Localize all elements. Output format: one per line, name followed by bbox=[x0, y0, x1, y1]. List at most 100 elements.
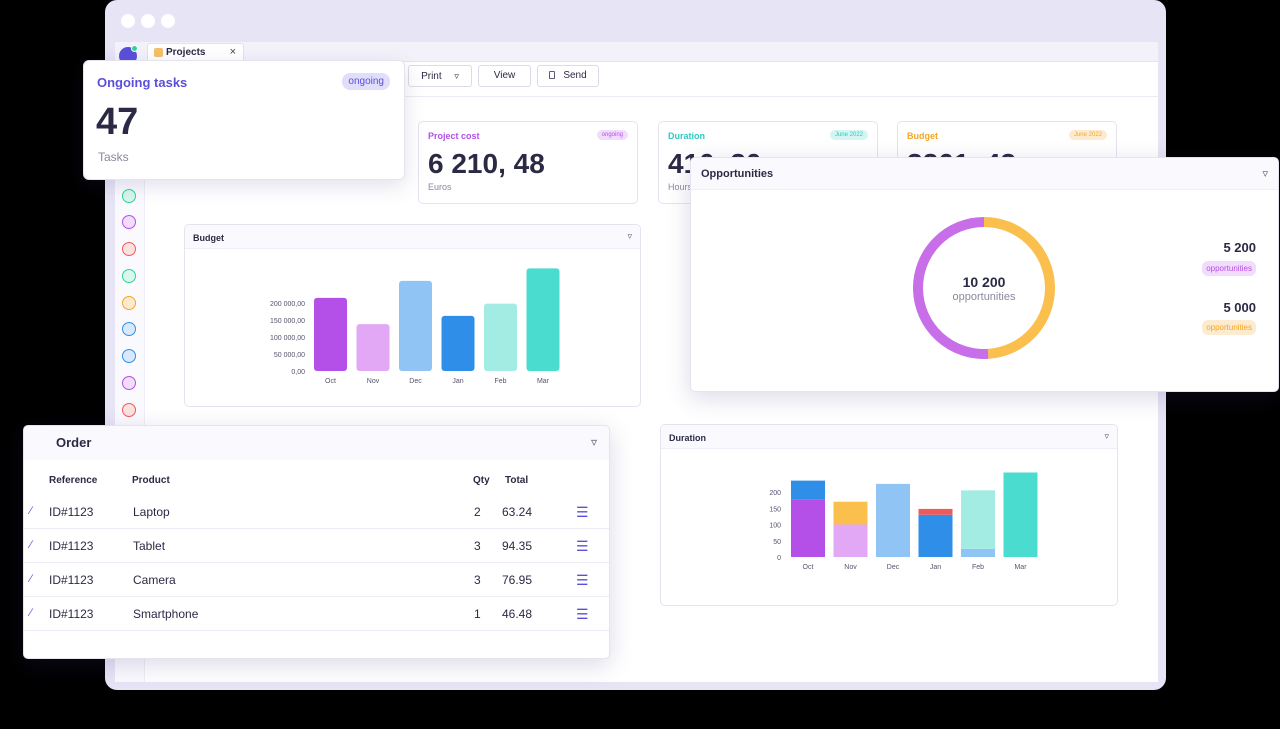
donut-label: opportunities bbox=[952, 291, 1016, 303]
column-header-product[interactable]: Product bbox=[132, 475, 170, 486]
message-icon[interactable] bbox=[122, 349, 136, 363]
window-dot-2[interactable] bbox=[141, 14, 155, 28]
kpi-value: 6 210, 48 bbox=[428, 148, 545, 179]
edit-icon[interactable]: ∕ bbox=[30, 607, 32, 619]
cell-total: 76.95 bbox=[502, 573, 533, 587]
clipboard-icon[interactable] bbox=[122, 322, 136, 336]
toolbar-divider bbox=[145, 96, 1158, 97]
x-tick-label: Nov bbox=[367, 378, 380, 385]
edit-icon[interactable]: ∕ bbox=[30, 505, 32, 517]
y-tick-label: 200 000,00 bbox=[270, 301, 305, 308]
chevron-down-icon[interactable]: ▿ bbox=[590, 435, 597, 449]
bar-segment[interactable] bbox=[833, 501, 868, 525]
view-button[interactable]: View bbox=[478, 65, 531, 87]
bar[interactable] bbox=[441, 315, 475, 371]
date-badge: June 2022 bbox=[829, 130, 868, 140]
tab-projects[interactable]: Projects × bbox=[147, 43, 244, 62]
table-row[interactable]: ∕ ID#1123 Smartphone 1 46.48 ☰ bbox=[24, 597, 609, 631]
tab-strip bbox=[115, 42, 1158, 62]
block-icon[interactable] bbox=[122, 242, 136, 256]
send-button[interactable]: Send bbox=[537, 65, 599, 87]
settings-icon[interactable] bbox=[122, 403, 136, 417]
chevron-down-icon[interactable]: ▿ bbox=[627, 231, 632, 241]
task-unit: Tasks bbox=[98, 150, 129, 164]
menu-icon[interactable]: ☰ bbox=[576, 538, 589, 554]
kpi-label: Project cost bbox=[428, 131, 480, 141]
x-tick-label: Mar bbox=[537, 378, 550, 385]
table-row[interactable]: ∕ ID#1123 Camera 3 76.95 ☰ bbox=[24, 563, 609, 597]
inbox-icon[interactable] bbox=[122, 269, 136, 283]
tab-label: Projects bbox=[166, 47, 206, 58]
panel-title: Order bbox=[56, 435, 92, 450]
bar[interactable] bbox=[484, 303, 517, 371]
opportunities-donut bbox=[913, 217, 1055, 359]
menu-icon[interactable]: ☰ bbox=[576, 606, 589, 622]
print-button[interactable]: Print ▿ bbox=[408, 65, 472, 87]
y-tick-label: 0 bbox=[777, 555, 781, 562]
x-tick-label: Oct bbox=[325, 378, 336, 385]
menu-icon[interactable]: ☰ bbox=[576, 504, 589, 520]
close-icon[interactable]: × bbox=[229, 46, 236, 58]
x-tick-label: Jan bbox=[930, 564, 941, 571]
box-icon[interactable] bbox=[122, 376, 136, 390]
donut-slice[interactable] bbox=[983, 217, 1055, 359]
y-tick-label: 0,00 bbox=[291, 369, 305, 376]
bar-segment[interactable] bbox=[918, 508, 953, 515]
table-row[interactable]: ∕ ID#1123 Tablet 3 94.35 ☰ bbox=[24, 529, 609, 563]
bar-segment[interactable] bbox=[961, 490, 995, 549]
column-header-qty[interactable]: Qty bbox=[473, 475, 490, 486]
edit-icon[interactable]: ∕ bbox=[30, 573, 32, 585]
cell-product: Laptop bbox=[133, 505, 170, 519]
x-tick-label: Feb bbox=[972, 564, 984, 571]
kpi-unit: Hours bbox=[668, 182, 693, 192]
status-badge: ongoing bbox=[342, 73, 390, 90]
kpi-unit: Euros bbox=[428, 182, 452, 192]
view-label: View bbox=[493, 70, 516, 81]
donut-slice[interactable] bbox=[913, 217, 989, 359]
opportunities-card: Opportunities ▿ 10 200 opportunities 5 2… bbox=[690, 157, 1279, 392]
status-badge: ongoing bbox=[596, 130, 628, 140]
y-tick-label: 100 bbox=[769, 523, 781, 530]
bar-segment[interactable] bbox=[1003, 472, 1038, 558]
menu-icon[interactable]: ☰ bbox=[576, 572, 589, 588]
panel-header bbox=[24, 426, 609, 460]
bar[interactable] bbox=[314, 297, 347, 371]
window-dot-3[interactable] bbox=[161, 14, 175, 28]
chevron-down-icon: ▿ bbox=[454, 71, 459, 81]
cell-total: 94.35 bbox=[502, 539, 533, 553]
cell-product: Smartphone bbox=[133, 607, 199, 621]
kpi-label: Budget bbox=[907, 131, 938, 141]
bar-segment[interactable] bbox=[961, 548, 995, 557]
cell-product: Camera bbox=[133, 573, 176, 587]
table-row[interactable]: ∕ ID#1123 Laptop 2 63.24 ☰ bbox=[24, 495, 609, 529]
kpi-card-project-cost[interactable]: Project cost ongoing 6 210, 48 Euros bbox=[418, 121, 638, 204]
edit-icon[interactable]: ∕ bbox=[30, 539, 32, 551]
donut-total: 10 200 bbox=[962, 274, 1006, 290]
cell-qty: 1 bbox=[474, 607, 481, 621]
window-dot-1[interactable] bbox=[121, 14, 135, 28]
ongoing-tasks-card[interactable]: Ongoing tasks ongoing 47 Tasks bbox=[83, 60, 405, 180]
budget-chart: 200 000,00 150 000,00 100 000,00 50 000,00 0… bbox=[270, 268, 560, 385]
bar[interactable] bbox=[399, 280, 432, 371]
chart-icon[interactable] bbox=[122, 189, 136, 203]
card-title: Ongoing tasks bbox=[97, 75, 188, 90]
x-tick-label: Mar bbox=[1014, 564, 1027, 571]
x-tick-label: Jan bbox=[452, 378, 463, 385]
cell-total: 46.48 bbox=[502, 607, 533, 621]
column-header-total[interactable]: Total bbox=[505, 475, 529, 486]
bar-segment[interactable] bbox=[833, 524, 868, 558]
bar[interactable] bbox=[526, 268, 560, 371]
bar-segment[interactable] bbox=[918, 514, 953, 557]
opportunity-badge: opportunities bbox=[1202, 320, 1256, 335]
bar[interactable] bbox=[356, 324, 390, 371]
chevron-down-icon[interactable]: ▿ bbox=[1262, 168, 1268, 180]
document-icon[interactable] bbox=[122, 296, 136, 310]
bar-segment[interactable] bbox=[876, 483, 910, 557]
bar-segment[interactable] bbox=[791, 499, 825, 557]
bar-segment[interactable] bbox=[791, 480, 825, 500]
cart-icon[interactable] bbox=[122, 215, 136, 229]
y-tick-label: 50 000,00 bbox=[274, 352, 305, 359]
opportunity-badge: opportunities bbox=[1202, 261, 1256, 276]
chevron-down-icon[interactable]: ▿ bbox=[1104, 431, 1109, 441]
column-header-reference[interactable]: Reference bbox=[49, 475, 98, 486]
